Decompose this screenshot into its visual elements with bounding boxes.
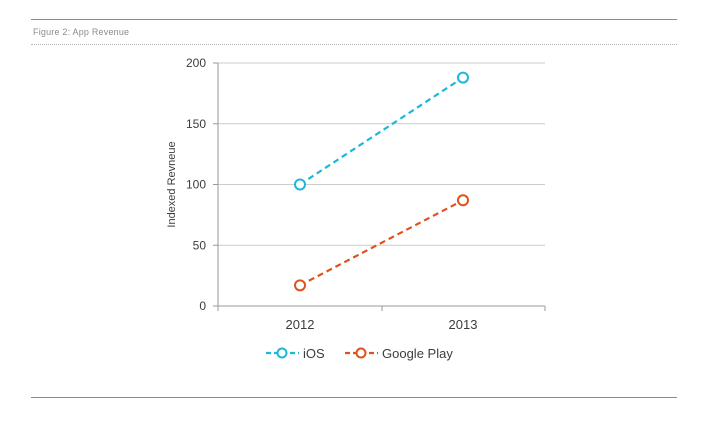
data-point [294, 178, 306, 191]
x-tick-label: 2012 [286, 317, 315, 332]
y-tick-label: 200 [186, 56, 206, 70]
legend-item: Google Play [345, 346, 453, 361]
top-rule [31, 19, 677, 20]
series-layer [294, 71, 469, 292]
legend-label: iOS [303, 346, 325, 361]
y-tick-labels: 0 50 100 150 200 [186, 56, 206, 313]
x-tick-labels: 2012 2013 [286, 317, 478, 332]
data-point [457, 71, 469, 84]
legend-label: Google Play [382, 346, 453, 361]
x-tick-label: 2013 [449, 317, 478, 332]
y-tick-label: 100 [186, 178, 206, 192]
y-axis-title: Indexed Revneue [166, 141, 178, 227]
y-tick-label: 50 [193, 238, 207, 252]
dotted-divider [31, 44, 677, 45]
legend: iOS Google Play [266, 346, 453, 361]
axes [217, 63, 546, 311]
series-google-play [294, 194, 469, 292]
bottom-rule [31, 397, 677, 398]
data-point [457, 194, 469, 207]
series-line [299, 76, 464, 186]
series-line [299, 199, 464, 287]
grid-lines [213, 62, 545, 307]
figure-label: Figure 2: App Revenue [33, 27, 130, 37]
series-ios [294, 71, 469, 191]
legend-swatch-marker [276, 347, 288, 359]
legend-item: iOS [266, 346, 325, 361]
y-tick-label: 150 [186, 117, 206, 131]
legend-swatch-marker [355, 347, 367, 359]
y-tick-label: 0 [199, 299, 206, 313]
data-point [294, 279, 306, 292]
